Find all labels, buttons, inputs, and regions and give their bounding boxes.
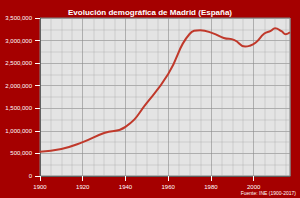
- svg-text:Fuente: INE (1900-2017): Fuente: INE (1900-2017): [241, 190, 297, 196]
- svg-text:2000: 2000: [247, 184, 261, 190]
- svg-text:2,500,000: 2,500,000: [5, 60, 32, 66]
- svg-text:500,000: 500,000: [10, 150, 32, 156]
- svg-text:1920: 1920: [76, 184, 90, 190]
- svg-text:1940: 1940: [119, 184, 133, 190]
- svg-text:1,500,000: 1,500,000: [5, 105, 32, 111]
- svg-text:Evolución demográfica de Madri: Evolución demográfica de Madrid (España): [68, 8, 232, 17]
- svg-text:1980: 1980: [204, 184, 218, 190]
- svg-text:1900: 1900: [33, 184, 47, 190]
- svg-text:3,000,000: 3,000,000: [5, 38, 32, 44]
- svg-text:1960: 1960: [162, 184, 176, 190]
- svg-text:3,500,000: 3,500,000: [5, 15, 32, 21]
- svg-text:1,000,000: 1,000,000: [5, 128, 32, 134]
- svg-text:0: 0: [29, 173, 33, 179]
- svg-text:2,000,000: 2,000,000: [5, 83, 32, 89]
